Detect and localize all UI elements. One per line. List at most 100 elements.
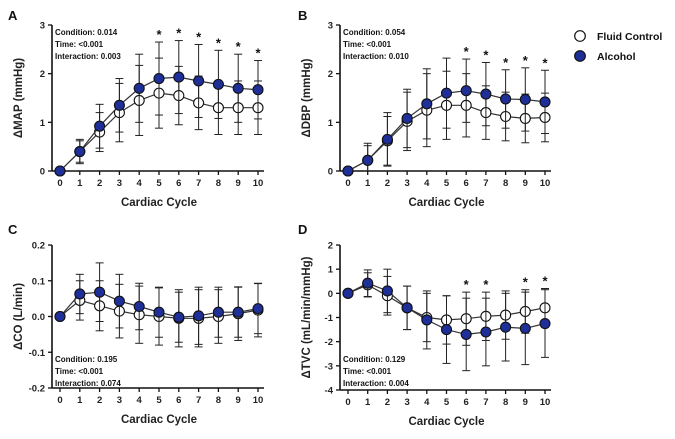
stat-line: Condition: 0.014 — [55, 28, 118, 37]
x-tick-label: 10 — [253, 395, 264, 406]
data-point — [133, 300, 145, 313]
legend-marker-fluid-control — [574, 30, 586, 42]
series-alcohol — [342, 268, 551, 372]
data-point — [381, 133, 393, 145]
y-tick-label: -0.1 — [29, 348, 46, 359]
x-tick-label: 0 — [345, 397, 350, 408]
data-point — [480, 326, 492, 338]
stat-line: Interaction: 0.074 — [55, 379, 121, 388]
x-axis-title: Cardiac Cycle — [408, 416, 484, 428]
panel-c: C -0.2 -0.1 0.0 0.1 0.2 0 1 2 3 4 5 6 7 8 9 10 Cardiac Cy… — [8, 222, 264, 426]
data-point — [153, 306, 165, 318]
data-point — [212, 78, 224, 90]
x-tick-label: 1 — [365, 397, 371, 408]
significance-star: * — [156, 27, 162, 42]
x-tick-label: 5 — [156, 395, 162, 406]
data-point — [94, 120, 106, 132]
significance-star: * — [503, 55, 509, 70]
stat-line: Time: <0.001 — [55, 367, 104, 376]
y-tick-label: -2 — [325, 337, 333, 348]
y-tick-label: 0.0 — [32, 312, 45, 323]
data-point — [519, 93, 531, 106]
panel-label: C — [8, 222, 18, 237]
x-axis-title: Cardiac Cycle — [121, 197, 197, 209]
y-tick-label: 0.1 — [32, 276, 46, 287]
y-tick-label: 2 — [328, 69, 333, 80]
data-point — [342, 287, 354, 299]
x-axis-title: Cardiac Cycle — [408, 197, 484, 209]
x-tick-label: 0 — [57, 178, 62, 189]
significance-star: * — [542, 274, 548, 289]
y-tick-label: 2 — [328, 241, 333, 252]
data-point — [212, 306, 224, 318]
data-point — [342, 165, 354, 177]
data-point — [401, 112, 413, 124]
panel-label: B — [298, 8, 307, 23]
x-axis-title: Cardiac Cycle — [121, 414, 197, 426]
panel-label: A — [8, 8, 18, 23]
significance-star: * — [483, 47, 489, 62]
data-point — [74, 288, 86, 300]
significance-star: * — [176, 26, 182, 41]
x-tick-label: 1 — [365, 178, 371, 189]
x-tick-label: 4 — [424, 397, 430, 408]
x-tick-label: 2 — [97, 178, 102, 189]
data-point — [440, 324, 453, 336]
x-tick-label: 4 — [424, 178, 430, 189]
x-tick-label: 4 — [137, 178, 143, 189]
x-tick-label: 9 — [523, 397, 528, 408]
stat-line: Time: <0.001 — [343, 367, 392, 376]
y-axis-title: ΔDBP (mmHg) — [301, 58, 313, 137]
x-tick-label: 6 — [176, 395, 181, 406]
data-point — [173, 71, 185, 83]
y-tick-label: -0.2 — [29, 384, 45, 395]
x-tick-label: 1 — [77, 178, 83, 189]
series-alcohol — [342, 57, 551, 177]
x-tick-label: 10 — [540, 397, 551, 408]
data-point — [252, 303, 264, 315]
legend-label-alcohol: Alcohol — [597, 51, 636, 63]
data-point — [421, 98, 433, 110]
x-tick-label: 10 — [253, 178, 264, 189]
x-tick-label: 2 — [385, 178, 390, 189]
data-point — [232, 306, 244, 318]
data-point — [519, 322, 531, 334]
y-tick-label: 1 — [328, 118, 334, 129]
x-tick-label: 9 — [236, 178, 241, 189]
stat-line: Interaction: 0.003 — [55, 52, 121, 61]
x-tick-label: 8 — [216, 178, 221, 189]
significance-star: * — [216, 35, 222, 50]
x-tick-label: 8 — [503, 178, 508, 189]
significance-star: * — [236, 39, 242, 54]
stat-line: Condition: 0.129 — [343, 355, 406, 364]
y-axis-title: ΔTVC (mL/min/mmHg) — [301, 256, 313, 378]
y-tick-label: 0 — [40, 167, 45, 178]
data-point — [440, 87, 453, 99]
significance-star: * — [483, 277, 489, 292]
panel-b: B 0 1 2 3 0 1 2 3 4 5 6 7 8 9 10 Cardiac Cycle ΔDBP (mmHg… — [298, 8, 551, 209]
data-point — [421, 314, 433, 326]
significance-star: * — [523, 53, 529, 68]
data-point — [74, 145, 86, 158]
y-tick-label: 0.2 — [32, 241, 45, 252]
x-tick-label: 6 — [464, 397, 469, 408]
y-tick-label: -3 — [325, 361, 333, 372]
data-point — [252, 84, 264, 96]
panel-a: A 0 1 2 3 0 1 2 3 4 5 6 7 8 9 10 Cardiac Cycle ΔMAP (mmHg… — [8, 8, 264, 209]
data-point — [193, 75, 205, 87]
x-tick-label: 3 — [404, 397, 409, 408]
data-point — [173, 311, 185, 323]
y-tick-label: 3 — [328, 21, 333, 32]
y-axis-title: ΔCO (L/min) — [13, 283, 25, 350]
legend-marker-alcohol — [574, 50, 586, 62]
x-tick-label: 6 — [176, 178, 181, 189]
data-point — [381, 285, 393, 297]
significance-star: * — [196, 29, 202, 44]
data-point — [500, 321, 512, 333]
data-point — [94, 286, 106, 298]
x-tick-label: 3 — [117, 178, 122, 189]
x-tick-label: 3 — [117, 395, 122, 406]
data-point — [362, 277, 374, 289]
stat-line: Interaction: 0.004 — [343, 379, 409, 388]
